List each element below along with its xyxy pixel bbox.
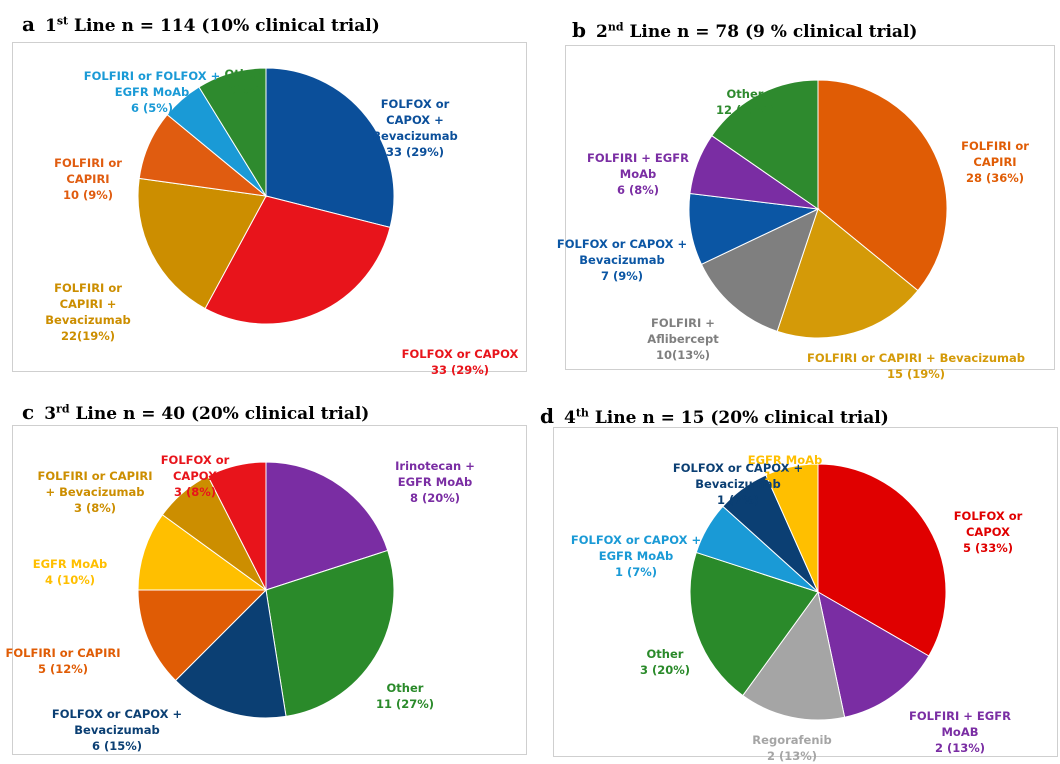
panel-c-title: c 3rd Line n = 40 (20% clinical trial) [22, 400, 370, 424]
pie-svg [137, 67, 395, 325]
slice-label: FOLFIRI or CAPIRI 5 (12%) [5, 646, 121, 676]
slice-label: FOLFOX or CAPOX + Bevacizumab 1 (7%) [672, 461, 804, 507]
pie-slice [137, 514, 268, 591]
pie-slice [198, 67, 267, 198]
pie-slice [817, 79, 948, 292]
pie-slice [204, 195, 391, 325]
slice-label: FOLFIRI or CAPIRI + Bevacizumab 15 (19%) [806, 351, 1026, 381]
pie-svg [688, 79, 948, 339]
slice-label: Other 12 (15%) [715, 87, 775, 117]
slice-label: FOLFOX or CAPOX 3 (8%) [160, 453, 230, 499]
slice-label: EGFR MoAb 1 (7%) [747, 453, 823, 483]
pie-slice [265, 461, 389, 591]
pie-slice [137, 177, 267, 310]
panel-d-title: d 4th Line n = 15 (20% clinical trial) [540, 404, 889, 428]
slice-label: Irinotecan + EGFR MoAb 8 (20%) [395, 459, 475, 505]
panel-b-title: b 2nd Line n = 78 (9 % clinical trial) [572, 18, 918, 42]
slice-label: FOLFOX or CAPOX + Bevacizumab 33 (29%) [372, 97, 458, 159]
panel-a-title: a 1st Line n = 114 (10% clinical trial) [22, 12, 380, 36]
slice-label: FOLFOX or CAPOX 33 (29%) [401, 347, 519, 377]
pie-slice [817, 463, 947, 657]
slice-label: FOLFOX or CAPOX + EGFR MoAb 1 (7%) [570, 533, 702, 579]
slice-label: Other 3 (20%) [639, 647, 691, 677]
slice-label: FOLFIRI + Aflibercept 10(13%) [647, 316, 719, 362]
slice-label: Other 11 (27%) [375, 681, 435, 711]
pie-slice [265, 67, 395, 229]
panel-letter: c [22, 400, 35, 424]
pie-slice [265, 549, 395, 717]
panel-letter: d [540, 404, 554, 428]
pie-svg [137, 461, 395, 719]
panel-letter: b [572, 18, 586, 42]
pie-slice [207, 461, 267, 591]
pie-slice [742, 590, 846, 721]
pie-svg [689, 463, 947, 721]
pie-slice [765, 463, 819, 593]
slice-label: FOLFIRI or CAPIRI + Bevacizumab 22(19%) [45, 281, 131, 343]
slice-label: FOLFIRI or CAPIRI 10 (9%) [54, 156, 122, 202]
pie-slice [817, 591, 930, 718]
slice-label: FOLFOX or CAPOX 5 (33%) [953, 509, 1023, 555]
slice-label: EGFR MoAb 4 (10%) [32, 557, 108, 587]
pie-slice [776, 208, 919, 339]
slice-label: Other 10(9%) [219, 67, 267, 97]
pie-slice [700, 208, 819, 332]
slice-label: FOLFOX or CAPOX + Bevacizumab 7 (9%) [556, 237, 688, 283]
panel-letter: a [22, 12, 35, 36]
slice-label: FOLFIRI + EGFR MoAB 2 (13%) [909, 709, 1011, 755]
slice-label: FOLFIRI or CAPIRI + Bevacizumab 3 (8%) [37, 469, 153, 515]
slice-label: FOLFIRI or CAPIRI 28 (36%) [961, 139, 1029, 185]
slice-label: FOLFIRI + EGFR MoAb 6 (8%) [587, 151, 689, 197]
pie-slice [689, 551, 819, 697]
slice-label: Regorafenib 2 (13%) [752, 733, 832, 763]
slice-label: FOLFIRI or FOLFOX + EGFR MoAb 6 (5%) [83, 69, 221, 115]
pie-slice [711, 79, 819, 210]
pie-slice [174, 588, 287, 719]
pie-slice [137, 589, 268, 682]
